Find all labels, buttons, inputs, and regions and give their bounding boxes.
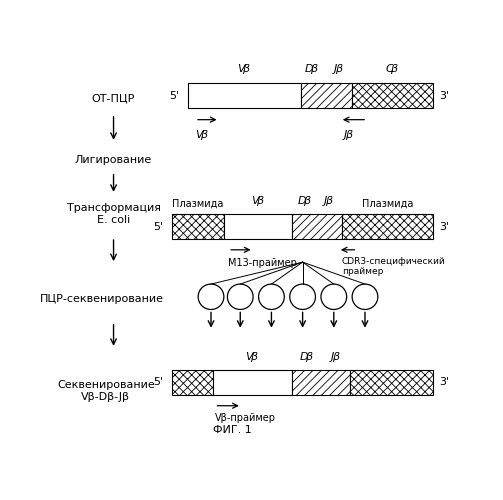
Text: Лигирование: Лигирование [75,155,152,165]
Bar [301,83,352,108]
Text: Плазмида: Плазмида [173,198,224,208]
Text: 5': 5' [153,222,163,232]
Text: Плазмида: Плазмида [362,198,413,208]
Bar [172,370,212,395]
Text: $C\!\beta$: $C\!\beta$ [385,62,400,76]
Bar [172,214,224,239]
Bar [224,214,292,239]
Text: 5': 5' [169,90,179,101]
Text: $J\!\beta$: $J\!\beta$ [331,62,344,76]
Text: $J\!\beta$: $J\!\beta$ [322,194,334,208]
Text: $J\!\beta$: $J\!\beta$ [329,350,342,364]
Text: CDR3-специфический
праймер: CDR3-специфический праймер [342,256,446,276]
Bar [350,370,433,395]
Text: $D\!\beta$: $D\!\beta$ [299,350,314,364]
Text: 3': 3' [439,222,449,232]
Bar [342,214,433,239]
Text: ОТ-ПЦР: ОТ-ПЦР [92,94,135,104]
Text: М13-праймер: М13-праймер [228,258,297,268]
Text: $D\!\beta$: $D\!\beta$ [297,194,312,208]
Bar [352,83,433,108]
Text: Трансформация
E. coli: Трансформация E. coli [66,203,160,225]
Text: 3': 3' [439,90,449,101]
Text: $J\!\beta$: $J\!\beta$ [342,128,354,142]
Text: $D\!\beta$: $D\!\beta$ [304,62,320,76]
Text: ПЦР-секвенирование: ПЦР-секвенирование [40,294,164,304]
Text: 5': 5' [153,378,163,388]
Text: Vβ-праймер: Vβ-праймер [214,414,276,424]
Text: 3': 3' [439,378,449,388]
Text: $V\!\beta$: $V\!\beta$ [251,194,266,208]
Text: Секвенирование
Vβ-Dβ-Jβ: Секвенирование Vβ-Dβ-Jβ [57,380,154,402]
Bar [292,214,342,239]
Bar [212,370,292,395]
Bar [188,83,301,108]
Text: $V\!\beta$: $V\!\beta$ [245,350,260,364]
Text: $V\!\beta$: $V\!\beta$ [237,62,252,76]
Bar [292,370,350,395]
Text: ФИГ. 1: ФИГ. 1 [213,424,252,434]
Text: $V\!\beta$: $V\!\beta$ [195,128,210,142]
